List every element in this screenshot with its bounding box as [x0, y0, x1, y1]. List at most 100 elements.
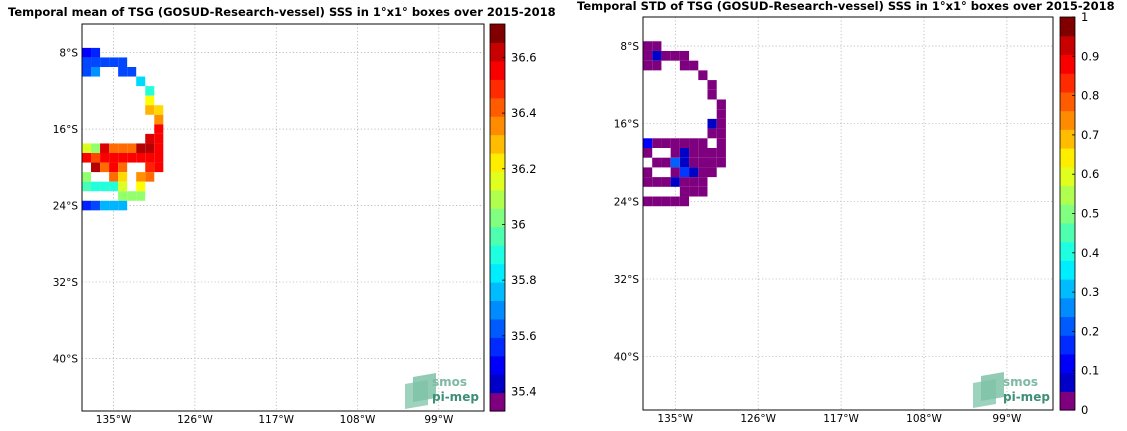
- data-cell: [145, 153, 155, 163]
- colorbar-segment: [490, 245, 505, 265]
- data-cell: [127, 143, 137, 153]
- data-cell: [100, 162, 110, 173]
- data-cell: [82, 143, 92, 153]
- colorbar-segment: [1060, 35, 1075, 56]
- colorbar-tick-label: 36.6: [511, 50, 537, 64]
- data-cell: [154, 124, 164, 134]
- data-cell: [136, 191, 146, 201]
- data-cell: [145, 133, 155, 144]
- colorbar-segment: [1060, 129, 1075, 149]
- colorbar-segment: [490, 42, 505, 62]
- colorbar-segment: [490, 24, 505, 44]
- data-cell: [82, 67, 92, 77]
- data-cell: [679, 138, 690, 148]
- data-cell: [91, 162, 101, 173]
- data-cell: [154, 105, 164, 115]
- colorbar-segment: [490, 226, 505, 246]
- data-cell: [118, 67, 128, 77]
- data-cell: [643, 41, 653, 51]
- data-cell: [145, 95, 155, 106]
- data-cell: [109, 143, 119, 153]
- colorbar-segment: [490, 171, 505, 191]
- data-cell: [652, 157, 662, 168]
- data-cell: [118, 200, 128, 211]
- data-cell: [679, 167, 690, 178]
- smos-pimep-logo-icon: [973, 372, 1004, 408]
- data-cell: [154, 153, 164, 163]
- data-cell: [118, 153, 128, 163]
- data-cell: [91, 47, 101, 58]
- std-sss-x-ticks: 135°W 126°W 117°W 108°W 99°W: [657, 413, 1022, 425]
- colorbar-segment: [1060, 73, 1075, 93]
- data-cell: [109, 200, 119, 211]
- data-cell: [652, 50, 662, 61]
- data-cell: [118, 191, 128, 201]
- data-cell: [643, 60, 653, 71]
- data-cell: [698, 157, 708, 168]
- colorbar-segment: [1060, 297, 1075, 318]
- data-cell: [109, 162, 119, 173]
- data-cell: [707, 118, 717, 129]
- data-cell: [91, 200, 101, 211]
- colorbar-tick-label: 0.2: [1081, 324, 1099, 338]
- data-cell: [679, 186, 690, 197]
- data-cell: [689, 186, 699, 197]
- watermark-line1: smos: [432, 375, 467, 389]
- data-cell: [689, 157, 699, 168]
- colorbar-tick-label: 0.8: [1081, 89, 1099, 103]
- data-cell: [118, 143, 128, 153]
- data-cell: [91, 57, 101, 67]
- colorbar-segment: [1060, 204, 1075, 224]
- colorbar-segment: [1060, 391, 1075, 411]
- mean-sss-title: Temporal mean of TSG (GOSUD-Research-ves…: [8, 5, 556, 19]
- data-cell: [689, 167, 699, 178]
- smos-pimep-logo-icon: [405, 373, 436, 409]
- data-cell: [118, 172, 128, 182]
- colorbar-segment: [490, 60, 505, 80]
- colorbar-segment: [490, 97, 505, 117]
- colorbar-segment: [1060, 260, 1075, 280]
- colorbar-tick-label: 35.6: [511, 329, 537, 343]
- data-cell: [154, 162, 164, 173]
- data-cell: [118, 57, 128, 67]
- colorbar-segment: [1060, 17, 1075, 37]
- colorbar-segment: [490, 134, 505, 154]
- data-cell: [136, 172, 146, 182]
- x-tick-label: 108°W: [340, 414, 376, 426]
- colorbar-segment: [1060, 54, 1075, 74]
- std-sss-map-border: [642, 16, 1054, 411]
- data-cell: [145, 162, 155, 173]
- data-cell: [643, 50, 653, 61]
- colorbar-tick-label: 0.3: [1081, 285, 1099, 299]
- x-tick-label: 117°W: [823, 413, 859, 425]
- colorbar-tick-label: 35.8: [511, 273, 537, 287]
- data-cell: [643, 167, 653, 178]
- colorbar-tick-label: 0.9: [1081, 49, 1099, 63]
- data-cell: [91, 181, 101, 192]
- data-cell: [145, 172, 155, 182]
- colorbar-segment: [1060, 353, 1075, 374]
- data-cell: [652, 41, 662, 51]
- colorbar-segment: [490, 79, 505, 99]
- data-cell: [136, 143, 146, 153]
- data-cell: [82, 153, 92, 163]
- data-cell: [136, 153, 146, 163]
- colorbar-tick-label: 1: [1081, 10, 1088, 24]
- data-cell: [100, 200, 110, 211]
- mean-sss-panel: Temporal mean of TSG (GOSUD-Research-ves…: [8, 5, 556, 426]
- data-cell: [707, 157, 717, 168]
- colorbar-segment: [1060, 185, 1075, 205]
- data-cell: [670, 196, 680, 207]
- x-tick-label: 135°W: [96, 414, 132, 426]
- colorbar-tick-label: 0.6: [1081, 167, 1099, 181]
- std-sss-watermark: smos pi-mep: [973, 372, 1050, 408]
- data-cell: [707, 167, 717, 178]
- data-cell: [670, 138, 680, 148]
- colorbar-tick-label: 0.1: [1081, 364, 1099, 378]
- data-cell: [679, 60, 690, 71]
- x-tick-label: 108°W: [906, 413, 942, 425]
- data-cell: [82, 57, 92, 67]
- data-cell: [127, 67, 137, 77]
- colorbar-tick-label: 35.4: [511, 385, 537, 399]
